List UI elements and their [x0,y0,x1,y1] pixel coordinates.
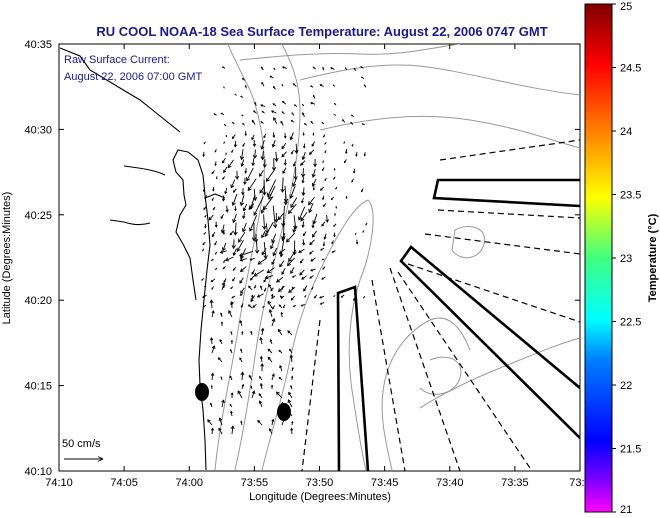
colorbar-tick-label: 25 [620,1,632,13]
coastline [59,47,226,471]
dashed-radial-lines [301,139,580,471]
y-tick-label: 40:10 [24,466,52,478]
x-axis-label: Longitude (Degrees:Minutes) [249,491,391,503]
colorbar [584,3,613,513]
x-tick-label: 73:40 [436,477,464,489]
x-tick-label: 74:10 [45,477,73,489]
bathymetry-contours [214,44,580,471]
x-tick-label: 73:35 [501,477,529,489]
colorbar-tick-label: 23 [620,253,632,265]
station-marker [277,403,291,421]
colorbar-tick-label: 22 [620,380,632,392]
x-tick-label: 73:45 [371,477,399,489]
x-axis: 74:10 74:05 74:00 73:55 73:50 73:45 73:40 73:35… [45,44,591,489]
y-tick-label: 40:15 [24,381,52,393]
colorbar-tick-label: 21 [620,504,632,516]
x-tick-label: 73:55 [241,477,269,489]
plot-area [58,43,581,472]
y-axis-label: Latitude (Degrees:Minutes) [1,192,13,325]
x-tick-label: 74:00 [175,477,203,489]
station-marker [195,383,209,401]
current-annotation-line1: Raw Surface Current: [64,54,170,66]
y-tick-label: 40:35 [24,39,52,51]
colorbar-tick-label: 24.5 [620,63,641,75]
y-tick-label: 40:30 [24,124,52,136]
y-tick-label: 40:25 [24,210,52,222]
scale-label: 50 cm/s [62,438,101,450]
colorbar-ticks: 25 24.5 24 23.5 23 22.5 22 21.5 21 [612,1,641,516]
map-title: RU COOL NOAA-18 Sea Surface Temperature:… [96,24,547,39]
y-tick-label: 40:20 [24,295,52,307]
y-axis: 40:35 40:30 40:25 40:20 40:15 40:10 [24,39,580,478]
colorbar-tick-label: 23.5 [620,190,641,202]
colorbar-tick-label: 21.5 [620,444,641,456]
surface-current-vectors [201,66,368,435]
x-tick-label: 74:05 [110,477,138,489]
current-annotation-line2: August 22, 2006 07:00 GMT [64,71,202,83]
colorbar-tick-label: 24 [620,126,632,138]
sampling-wedges [336,178,580,471]
colorbar-label: Temperature (°C) [647,213,659,302]
colorbar-tick-label: 22.5 [620,317,641,329]
x-tick-label: 73:50 [306,477,334,489]
